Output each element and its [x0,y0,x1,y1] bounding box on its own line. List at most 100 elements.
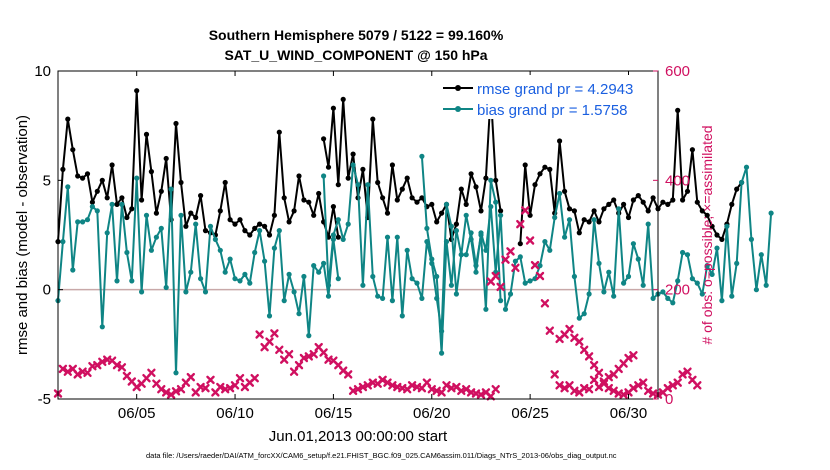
rmse-point [532,182,538,188]
y-tick-label: 0 [43,282,51,299]
bias-point [281,298,287,304]
bias-point [389,298,395,304]
rmse-point [709,223,715,229]
rmse-point [714,232,720,238]
rmse-point [483,175,489,181]
bias-point [483,247,489,253]
bias-point [493,199,499,205]
rmse-line [57,89,340,242]
obs-count-marker [270,329,279,338]
rmse-point [89,199,95,205]
rmse-point [399,186,405,192]
bias-point [443,201,450,207]
obs-count-marker [530,260,540,270]
bias-point [266,313,273,319]
rmse-point [60,166,66,172]
rmse-point [276,129,282,135]
bias-point [212,236,218,242]
obs-count-marker [201,383,210,393]
rmse-point [611,197,617,203]
bias-point [173,370,179,376]
bias-point [611,293,617,299]
bias-point [306,333,312,339]
bias-point [384,234,391,240]
obs-count-marker [521,206,530,215]
rmse-point [493,177,499,183]
rmse-point [198,193,204,199]
obs-count-marker [501,255,510,264]
rmse-point [419,195,425,201]
rmse-point [227,217,233,223]
obs-count-marker [634,381,643,390]
x-tick-label: 06/05 [118,405,156,422]
obs-count-marker [73,370,82,379]
rmse-point [640,199,646,205]
obs-count-marker [353,385,363,394]
bias-point [680,249,686,256]
bias-point [719,298,725,304]
bias-point [434,273,440,280]
bias-point [689,276,696,282]
y-right-tick-label: 200 [665,282,690,299]
bias-point [330,232,336,238]
bias-point [419,153,425,159]
bias-point [198,276,204,282]
bias-point [502,306,509,312]
bias-point [80,219,86,225]
obs-count-marker [560,383,569,393]
obs-count-marker [545,326,554,335]
rmse-point [680,197,686,203]
rmse-point [581,217,587,223]
rmse-point [104,195,110,201]
obs-count-marker [304,352,313,361]
bias-point [758,252,764,258]
bias-point [483,306,489,312]
bias-point [581,311,587,317]
rmse-point [409,195,415,201]
bias-point [463,212,469,218]
obs-count-marker [147,368,156,377]
rmse-point [296,173,302,179]
rmse-point [670,197,676,203]
bias-point [286,271,292,277]
rmse-point [704,212,710,218]
rmse-point [665,201,671,207]
bias-point [237,278,243,284]
rmse-point [335,234,341,240]
obs-count-marker [98,357,107,366]
rmse-point [286,219,292,225]
rmse-point [291,208,297,214]
obs-count-marker [629,351,638,360]
bias-point [222,269,228,275]
rmse-point [596,219,602,225]
x-tick-label: 06/15 [315,405,353,422]
rmse-point [237,217,243,223]
obs-count-marker [422,378,432,387]
rmse-point [414,199,420,205]
rmse-point [645,208,651,214]
obs-count-marker [225,383,235,393]
obs-count-marker [673,378,682,387]
bias-point [625,273,632,280]
rmse-point [453,221,459,227]
obs-count-marker [235,374,245,383]
obs-count-marker [693,381,702,390]
obs-count-marker [255,330,264,339]
bias-point [650,295,656,301]
bias-point [94,208,100,214]
rmse-point [571,208,578,214]
bias-point [65,184,71,190]
bias-point [453,228,459,234]
bias-point [394,234,400,240]
chart-title: Southern Hemisphere 5079 / 5122 = 99.160… [209,27,504,43]
bias-point [542,239,548,245]
bias-point [345,221,351,227]
bias-point [547,247,553,253]
bias-point [60,239,66,245]
bias-point [424,225,430,231]
bias-point [748,236,755,242]
obs-count-marker [476,390,486,399]
bias-point [729,293,735,299]
bias-point [335,276,341,282]
obs-count-marker [584,352,594,361]
